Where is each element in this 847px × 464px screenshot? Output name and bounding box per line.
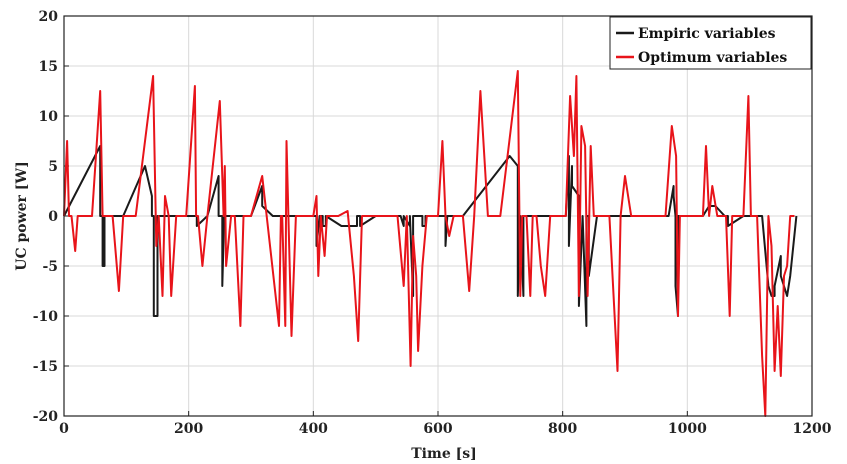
legend-entry-label: Empiric variables [638,26,776,42]
y-tick-label: 10 [39,109,59,125]
y-tick-label: -10 [33,309,59,325]
y-axis-label: UC power [W] [14,161,30,271]
y-axis-ticks: -20 -15 -10 -5 0 5 10 15 20 [33,9,69,425]
y-tick-label: 15 [39,59,58,75]
x-axis-label: Time [s] [411,446,476,462]
x-tick-label: 1000 [668,421,707,437]
x-axis-ticks: 0 200 400 600 800 1000 1200 [59,411,832,437]
series-line-optimum [63,70,795,417]
x-tick-label: 200 [174,421,203,437]
legend-box [609,16,812,70]
y-tick-label: -15 [33,359,58,375]
y-tick-label: -20 [33,409,59,425]
x-tick-label: 400 [299,421,328,437]
y-tick-label: 5 [48,159,58,175]
x-tick-label: 600 [423,421,452,437]
plot-border [63,15,813,417]
plot-frame [63,15,813,417]
x-tick-label: 800 [548,421,577,437]
legend: Empiric variables Optimum variables [609,16,812,70]
x-tick-label: 0 [59,421,69,437]
x-tick-label: 1200 [793,421,832,437]
y-tick-label: 0 [48,209,58,225]
y-tick-label: -5 [42,259,58,275]
y-tick-label: 20 [39,9,59,25]
legend-entry-label: Optimum variables [638,50,787,66]
series-layer [63,70,798,417]
